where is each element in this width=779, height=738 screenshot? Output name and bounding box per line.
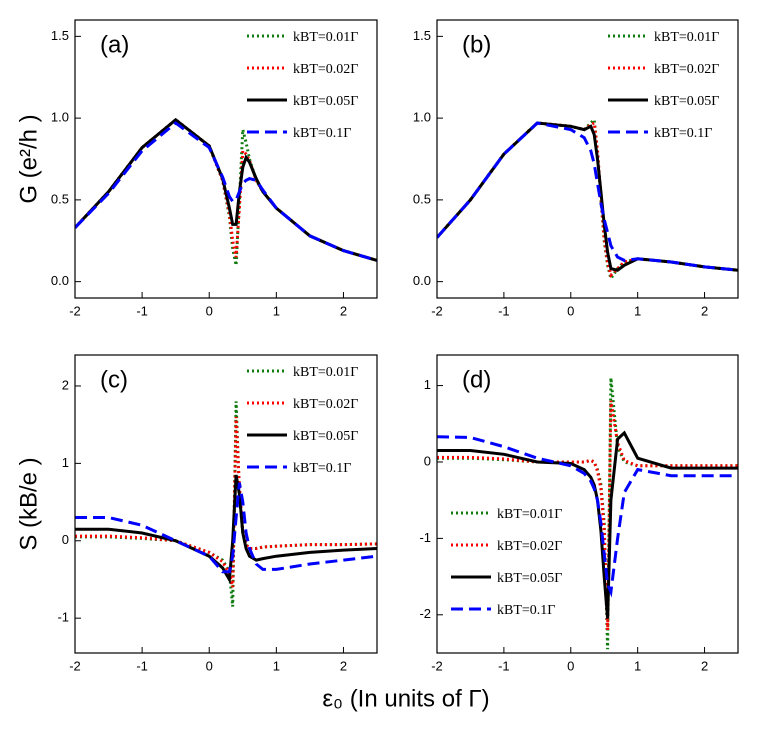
x-tick-label: -2 bbox=[431, 303, 443, 318]
legend-label: kBT=0.02Γ bbox=[293, 397, 358, 412]
data-line bbox=[437, 121, 738, 272]
x-tick-label: 1 bbox=[634, 658, 641, 673]
legend-label: kBT=0.01Γ bbox=[654, 30, 719, 45]
data-line bbox=[437, 120, 738, 278]
panel-label: (a) bbox=[100, 31, 129, 58]
panel-label: (c) bbox=[100, 366, 128, 393]
data-line bbox=[75, 482, 377, 574]
data-line bbox=[437, 435, 738, 598]
data-line bbox=[75, 121, 377, 262]
plot-frame bbox=[74, 354, 378, 654]
legend-label: kBT=0.05Γ bbox=[293, 94, 358, 109]
y-axis-label: G (e²/h ) bbox=[15, 114, 42, 203]
y-axis-label: S (kB/e ) bbox=[15, 457, 42, 550]
legend-label: kBT=0.05Γ bbox=[497, 571, 562, 586]
x-tick-label: 2 bbox=[340, 658, 347, 673]
y-tick-label: 0.0 bbox=[51, 273, 69, 288]
data-line bbox=[437, 121, 738, 272]
legend-label: kBT=0.02Γ bbox=[654, 62, 719, 77]
y-tick-label: 0.5 bbox=[413, 191, 431, 206]
x-tick-label: -1 bbox=[498, 303, 510, 318]
legend-label: kBT=0.01Γ bbox=[293, 30, 358, 45]
y-tick-label: 1.5 bbox=[51, 28, 69, 43]
legend-label: kBT=0.1Γ bbox=[654, 126, 712, 141]
legend-label: kBT=0.1Γ bbox=[293, 461, 351, 476]
legend-label: kBT=0.02Γ bbox=[497, 539, 562, 554]
y-tick-label: 1.0 bbox=[413, 110, 431, 125]
x-tick-label: -1 bbox=[498, 658, 510, 673]
x-tick-label: 0 bbox=[567, 658, 574, 673]
y-tick-label: -1 bbox=[57, 610, 69, 625]
x-tick-label: -2 bbox=[69, 658, 81, 673]
legend-label: kBT=0.1Γ bbox=[497, 603, 555, 618]
x-tick-label: -2 bbox=[431, 658, 443, 673]
legend-label: kBT=0.05Γ bbox=[654, 94, 719, 109]
plot-frame bbox=[436, 19, 739, 299]
x-tick-label: -1 bbox=[136, 658, 148, 673]
y-tick-label: 1 bbox=[424, 377, 431, 392]
x-tick-label: 2 bbox=[701, 658, 708, 673]
x-axis-label: ε₀ (In units of Γ) bbox=[322, 685, 489, 712]
x-tick-label: 1 bbox=[634, 303, 641, 318]
plot-frame bbox=[74, 19, 378, 299]
data-line bbox=[437, 430, 738, 619]
x-tick-label: 1 bbox=[273, 303, 280, 318]
y-tick-label: -2 bbox=[419, 606, 431, 621]
x-tick-label: 2 bbox=[701, 303, 708, 318]
legend-label: kBT=0.1Γ bbox=[293, 126, 351, 141]
y-tick-label: 0 bbox=[62, 532, 69, 547]
legend-label: kBT=0.02Γ bbox=[293, 62, 358, 77]
x-tick-label: 2 bbox=[340, 303, 347, 318]
x-tick-label: 0 bbox=[567, 303, 574, 318]
y-tick-label: 0.5 bbox=[51, 191, 69, 206]
plot-frame bbox=[436, 354, 739, 654]
y-tick-label: 0.0 bbox=[413, 273, 431, 288]
legend-label: kBT=0.01Γ bbox=[497, 507, 562, 522]
x-tick-label: 0 bbox=[206, 303, 213, 318]
y-tick-label: 1.0 bbox=[51, 110, 69, 125]
legend-label: kBT=0.05Γ bbox=[293, 429, 358, 444]
y-tick-label: 1 bbox=[62, 455, 69, 470]
panel-label: (d) bbox=[462, 366, 491, 393]
x-tick-label: 1 bbox=[273, 658, 280, 673]
x-tick-label: -2 bbox=[69, 303, 81, 318]
legend-label: kBT=0.01Γ bbox=[293, 365, 358, 380]
data-line bbox=[437, 400, 738, 631]
y-tick-label: 0 bbox=[424, 453, 431, 468]
x-tick-label: -1 bbox=[136, 303, 148, 318]
data-line bbox=[75, 474, 377, 585]
y-tick-label: 1.5 bbox=[413, 28, 431, 43]
y-tick-label: 2 bbox=[62, 377, 69, 392]
y-tick-label: -1 bbox=[419, 530, 431, 545]
panel-label: (b) bbox=[462, 31, 491, 58]
x-tick-label: 0 bbox=[206, 658, 213, 673]
